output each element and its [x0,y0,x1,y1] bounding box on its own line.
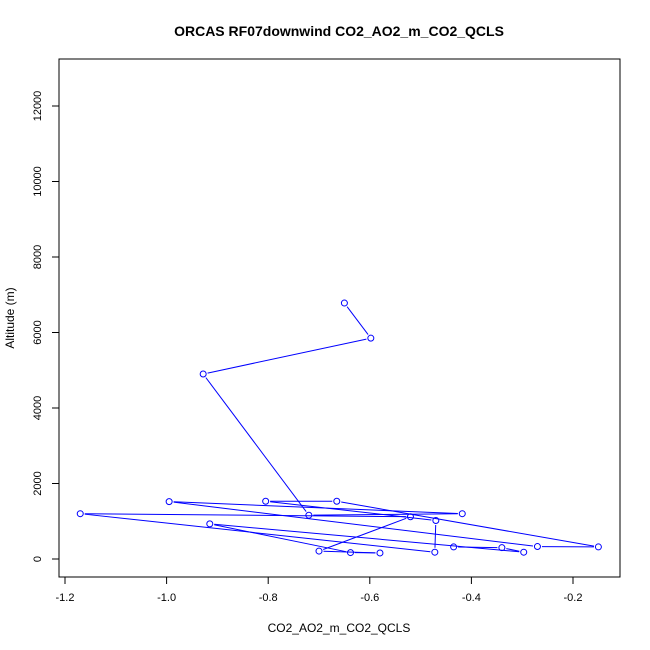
series-segment [323,517,407,550]
x-tick-label: -0.4 [462,592,481,604]
data-point [340,299,348,307]
x-tick-label: -0.8 [259,592,278,604]
data-point [450,543,458,551]
data-point [165,498,173,506]
series-segment [173,501,458,515]
series-segment [173,501,534,547]
data-point [262,497,270,505]
data-point [206,520,214,528]
data-point [406,513,414,521]
series-segment [506,548,520,552]
x-tick-label: -0.2 [564,592,583,604]
series-segment [214,524,347,553]
chart-title: ORCAS RF07downwind CO2_AO2_m_CO2_QCLS [174,23,504,39]
data-point [498,544,506,552]
y-tick-label: 12000 [32,91,44,122]
series-segment [346,306,369,335]
plot-frame [58,58,621,578]
x-tick-label: -0.6 [360,592,379,604]
data-point [305,511,313,519]
series-segment [84,513,406,518]
data-point [315,547,323,555]
y-axis: 0 2000 4000 6000 8000 10000 12000 [32,91,59,562]
x-tick-label: -1.0 [157,592,176,604]
y-tick-label: 0 [32,556,44,562]
x-axis: -1.2 -1.0 -0.8 -0.6 -0.4 -0.2 [56,577,583,604]
series-segment [205,377,307,512]
series-segment [207,338,367,374]
y-axis-label: Altitude (m) [3,287,17,348]
data-point [76,510,84,518]
data-point [431,548,439,556]
data-point [594,543,602,551]
series-segment [458,546,498,549]
data-point [533,543,541,551]
data-point [520,548,528,556]
series-segment [341,501,595,547]
data-point [458,510,466,518]
x-axis-label: CO2_AO2_m_CO2_QCLS [268,621,411,635]
data-point [333,497,341,505]
y-tick-label: 2000 [32,471,44,495]
y-tick-label: 4000 [32,396,44,420]
series-segment [84,513,431,553]
y-tick-label: 10000 [32,166,44,197]
y-tick-label: 6000 [32,320,44,344]
data-point [199,370,207,378]
data-point [367,334,375,342]
data-point [432,516,440,524]
data-point [376,549,384,557]
data-point [346,549,354,557]
series-layer [76,299,602,557]
x-tick-label: -1.2 [56,592,75,604]
y-tick-label: 8000 [32,245,44,269]
